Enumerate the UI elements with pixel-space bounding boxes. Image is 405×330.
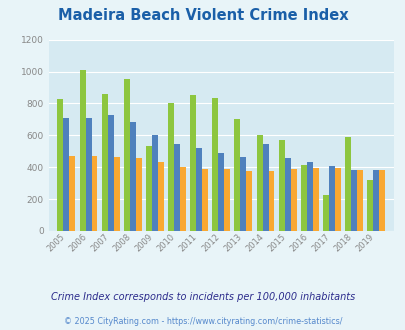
Bar xyxy=(334,168,340,231)
Bar xyxy=(79,70,85,231)
Bar xyxy=(179,167,185,231)
Bar xyxy=(312,168,318,231)
Text: © 2025 CityRating.com - https://www.cityrating.com/crime-statistics/: © 2025 CityRating.com - https://www.city… xyxy=(64,317,341,326)
Bar xyxy=(322,195,328,231)
Bar xyxy=(262,144,268,231)
Bar xyxy=(344,137,350,231)
Bar xyxy=(113,157,119,231)
Bar xyxy=(151,135,158,231)
Bar xyxy=(58,99,63,231)
Bar xyxy=(101,94,107,231)
Bar xyxy=(300,165,306,231)
Bar xyxy=(107,115,113,231)
Bar xyxy=(268,171,274,231)
Bar xyxy=(328,166,334,231)
Bar xyxy=(372,170,378,231)
Bar xyxy=(378,170,384,231)
Bar xyxy=(63,118,69,231)
Bar xyxy=(158,162,164,231)
Bar xyxy=(196,148,202,231)
Bar xyxy=(256,135,262,231)
Bar xyxy=(130,122,135,231)
Bar xyxy=(218,153,224,231)
Bar xyxy=(278,140,284,231)
Bar xyxy=(91,156,97,231)
Bar xyxy=(224,169,230,231)
Bar xyxy=(190,95,196,231)
Bar xyxy=(284,158,290,231)
Bar xyxy=(234,119,240,231)
Bar xyxy=(85,118,91,231)
Bar xyxy=(366,180,372,231)
Bar xyxy=(356,170,362,231)
Bar xyxy=(168,103,174,231)
Text: Crime Index corresponds to incidents per 100,000 inhabitants: Crime Index corresponds to incidents per… xyxy=(51,292,354,302)
Bar xyxy=(174,144,179,231)
Bar xyxy=(145,146,151,231)
Bar xyxy=(69,156,75,231)
Bar xyxy=(212,98,218,231)
Bar xyxy=(202,169,208,231)
Bar xyxy=(135,158,141,231)
Bar xyxy=(306,162,312,231)
Bar xyxy=(350,170,356,231)
Text: Madeira Beach Violent Crime Index: Madeira Beach Violent Crime Index xyxy=(58,8,347,23)
Bar xyxy=(240,157,246,231)
Bar xyxy=(246,171,252,231)
Bar xyxy=(124,80,130,231)
Bar xyxy=(290,169,296,231)
